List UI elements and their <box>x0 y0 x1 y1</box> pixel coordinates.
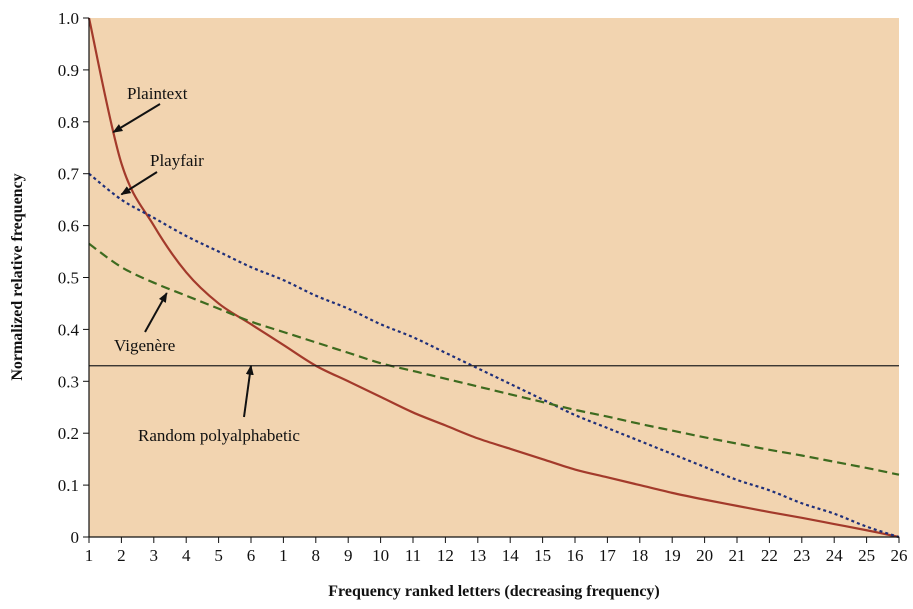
x-tick-label: 20 <box>696 546 713 565</box>
y-tick-label: 0.7 <box>58 165 80 184</box>
x-tick-label: 25 <box>858 546 875 565</box>
x-tick-label: 5 <box>214 546 223 565</box>
annotation-label-playfair: Playfair <box>150 151 204 170</box>
x-tick-label: 18 <box>631 546 648 565</box>
annotation-label-plaintext: Plaintext <box>127 84 188 103</box>
x-tick-label: 1 <box>85 546 94 565</box>
x-tick-label: 6 <box>247 546 256 565</box>
x-tick-label: 8 <box>312 546 321 565</box>
y-tick-label: 0.2 <box>58 424 79 443</box>
y-tick-label: 0.9 <box>58 61 79 80</box>
x-tick-label: 22 <box>761 546 778 565</box>
x-tick-label: 3 <box>150 546 159 565</box>
x-tick-label: 1 <box>279 546 288 565</box>
x-tick-label: 16 <box>567 546 584 565</box>
x-tick-label: 10 <box>372 546 389 565</box>
x-tick-label: 14 <box>502 546 520 565</box>
x-tick-label: 15 <box>534 546 551 565</box>
x-tick-label: 9 <box>344 546 353 565</box>
y-tick-label: 0.3 <box>58 372 79 391</box>
y-axis-title: Normalized relative frequency <box>9 173 26 380</box>
x-tick-label: 21 <box>729 546 746 565</box>
x-tick-label: 11 <box>405 546 421 565</box>
x-tick-label: 12 <box>437 546 454 565</box>
y-tick-label: 0.1 <box>58 476 79 495</box>
x-axis-title: Frequency ranked letters (decreasing fre… <box>328 583 660 600</box>
annotation-label-random-polyalphabetic: Random polyalphabetic <box>138 426 300 445</box>
x-tick-label: 13 <box>469 546 486 565</box>
y-tick-label: 1.0 <box>58 9 79 28</box>
plot-background <box>89 18 899 537</box>
x-tick-label: 19 <box>664 546 681 565</box>
x-tick-label: 26 <box>891 546 908 565</box>
annotation-label-vigenere: Vigenère <box>114 336 175 355</box>
y-tick-label: 0 <box>71 528 80 547</box>
y-tick-label: 0.6 <box>58 217 79 236</box>
x-tick-label: 23 <box>793 546 810 565</box>
x-tick-label: 17 <box>599 546 617 565</box>
x-tick-label: 2 <box>117 546 126 565</box>
y-tick-label: 0.8 <box>58 113 79 132</box>
x-tick-label: 24 <box>826 546 844 565</box>
y-tick-label: 0.5 <box>58 269 79 288</box>
y-tick-label: 0.4 <box>58 320 80 339</box>
x-tick-label: 4 <box>182 546 191 565</box>
